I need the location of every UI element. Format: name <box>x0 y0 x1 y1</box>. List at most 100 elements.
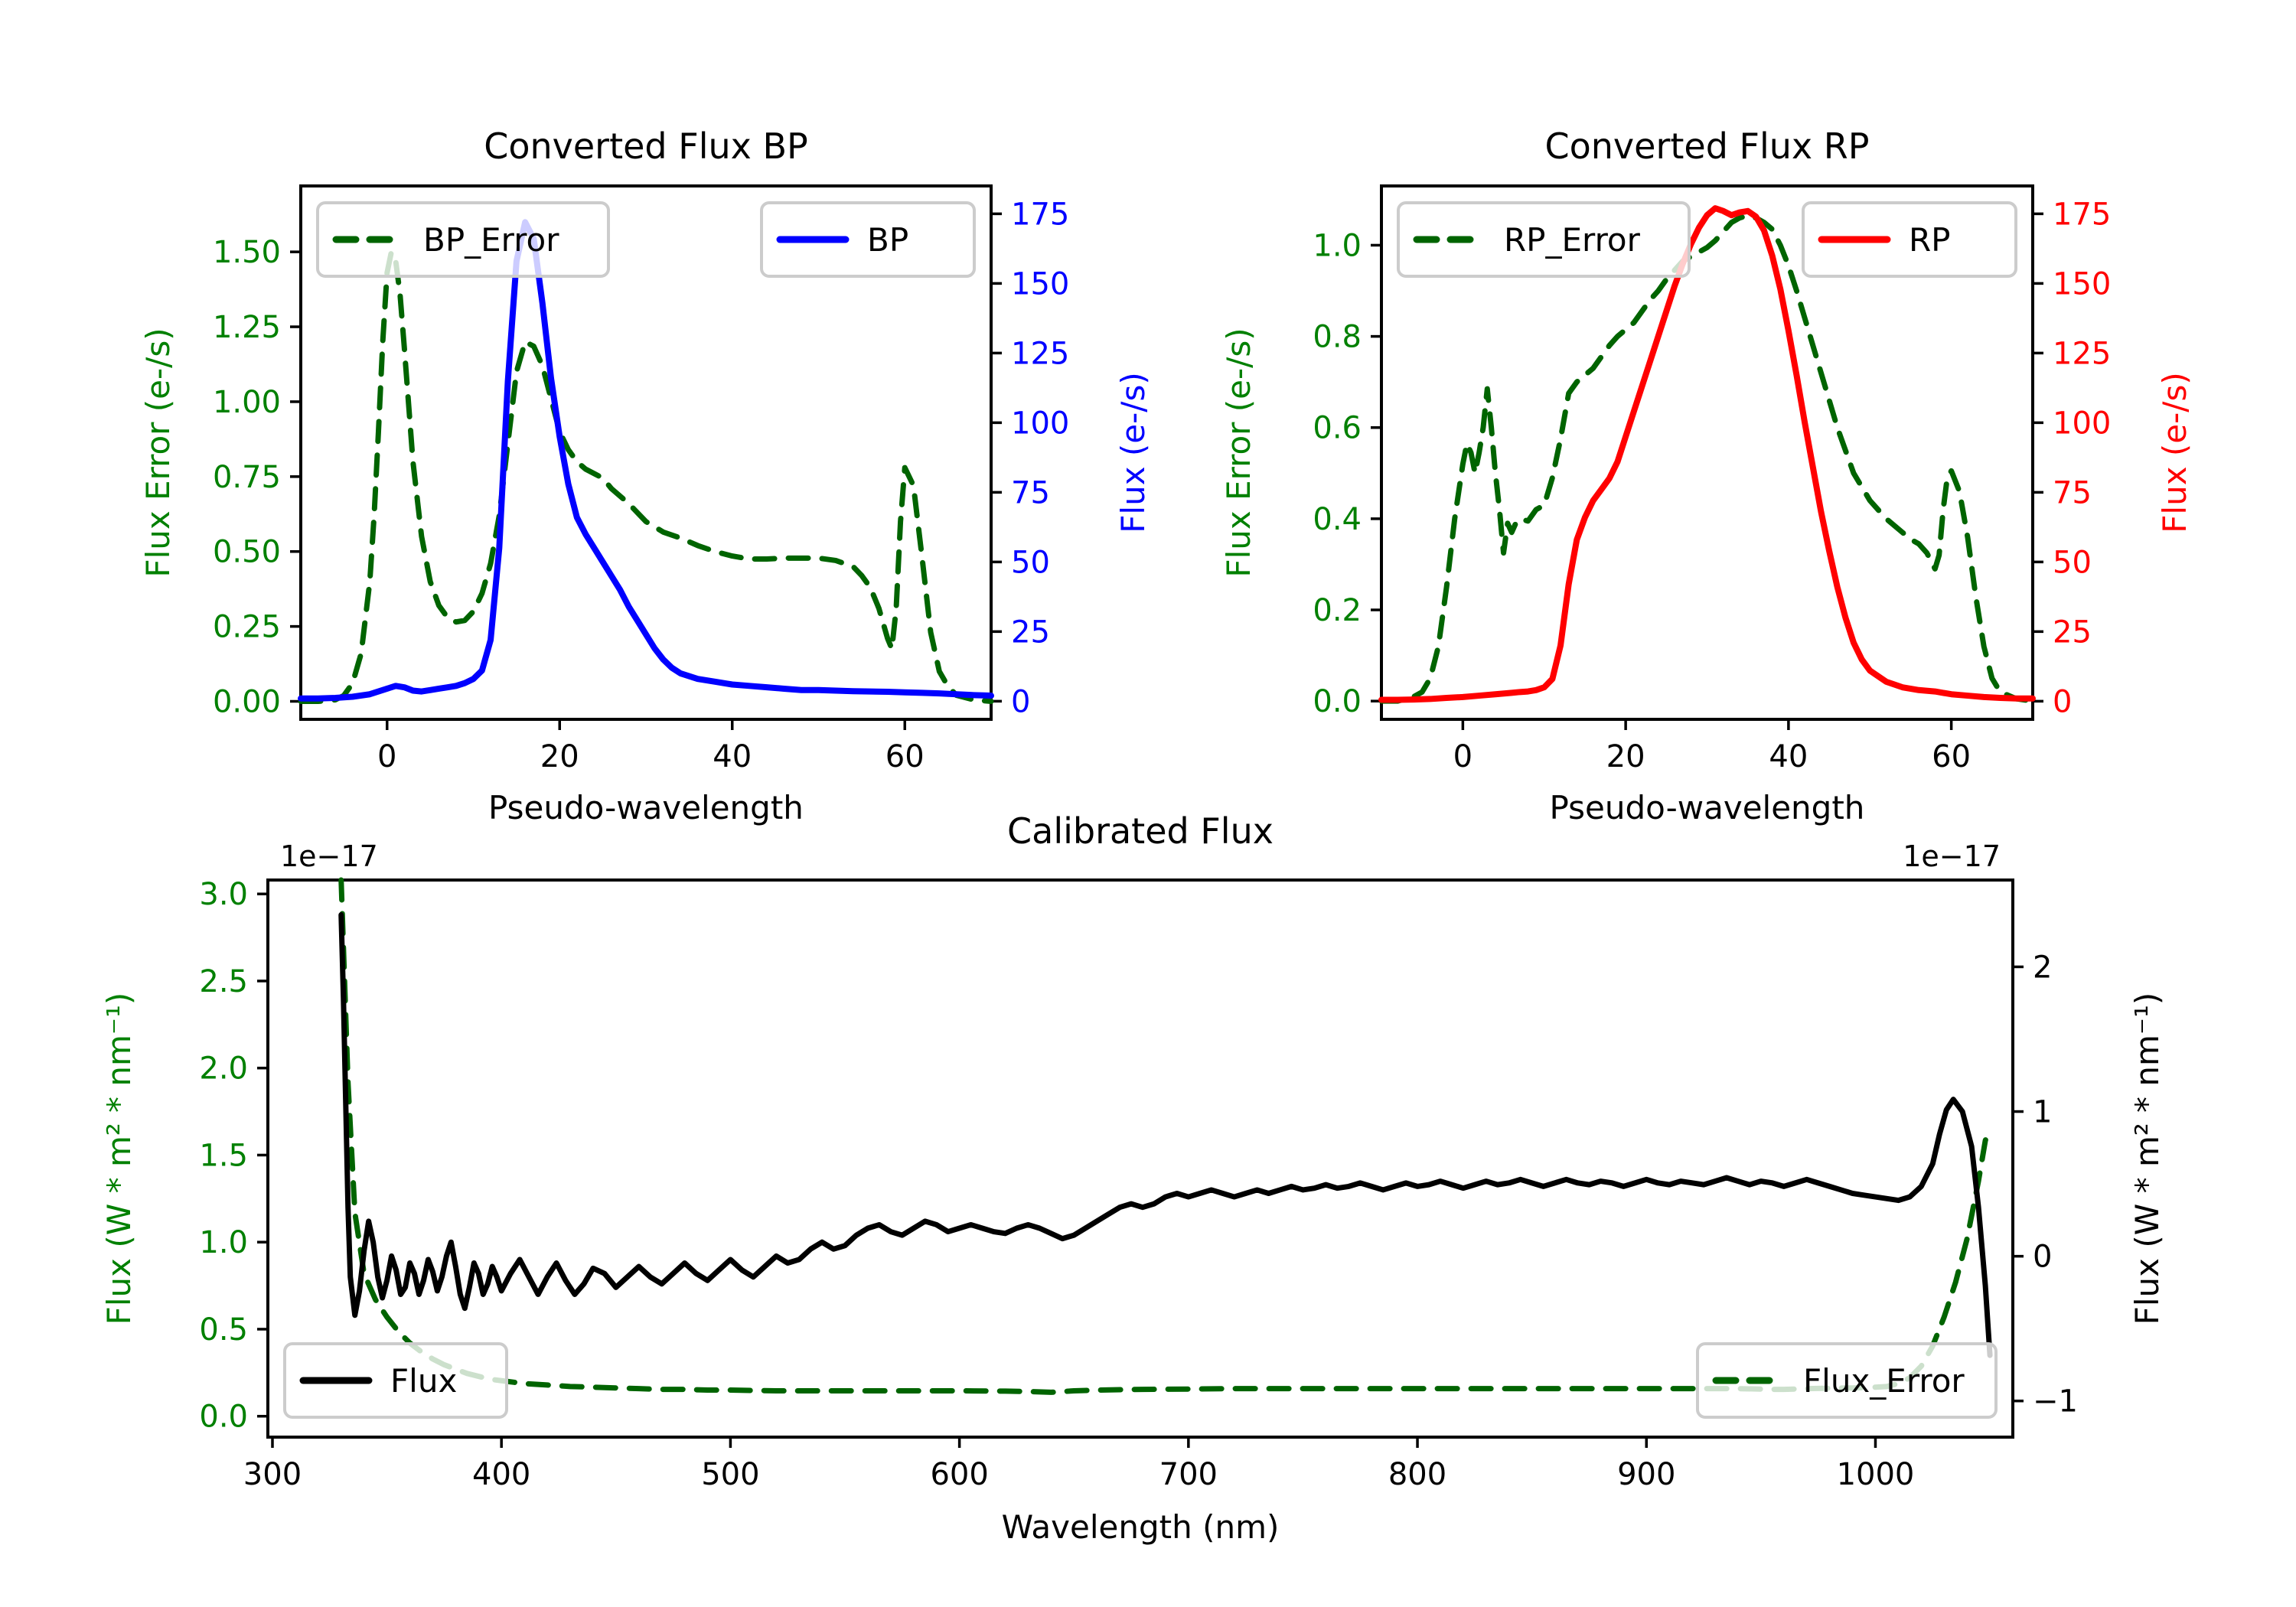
y-tick-label-left: 0.25 <box>213 610 281 645</box>
y-tick-label-left: 0.6 <box>1313 411 1362 446</box>
y-tick-label-left: 1.00 <box>213 385 281 420</box>
y-tick-label-right: 25 <box>1011 614 1050 650</box>
panel-converted-flux-bp: Converted Flux BP <box>484 125 808 167</box>
panel-calibrated-ticks: 300 400 500 600 700 800 900 1000 0.0 0.5 1.0 1.5 2.0… <box>100 877 2166 1546</box>
y-tick-label-right: 150 <box>1011 266 1069 302</box>
y-tick-label-left: 0.00 <box>213 685 281 720</box>
x-tick-label: 20 <box>540 739 579 774</box>
x-tick-label: 60 <box>1932 739 1971 774</box>
axes-frame <box>266 878 2014 1439</box>
y-tick-label-left: 1.5 <box>199 1138 248 1173</box>
panel-bp-legends: BP_Error BP <box>316 201 976 278</box>
x-tick-label: 60 <box>885 739 925 774</box>
panel-title-rp: Converted Flux RP <box>1545 125 1870 167</box>
panel-bp-curves <box>298 219 994 705</box>
panel-converted-flux-rp: Converted Flux RP <box>1545 125 1870 167</box>
y-tick-label-right: 75 <box>2053 475 2092 510</box>
y-tick-label-right: 50 <box>2053 545 2092 580</box>
y-tick-label-right: 75 <box>1011 475 1050 510</box>
x-axis-label-rp: Pseudo-wavelength <box>1550 789 1865 826</box>
y-tick-label-left: 2.5 <box>199 964 248 999</box>
legend-rp-error-label: RP_Error <box>1504 221 1641 259</box>
panel-bp-ticks: 0 20 40 60 0.00 0.25 0.50 0.75 1.00 1.25 1.50 0 25 50… <box>139 197 1152 826</box>
x-tick-label: 0 <box>377 739 396 774</box>
y-tick-label-left: 0.75 <box>213 460 281 495</box>
y-tick-label-left: 0.4 <box>1313 502 1362 537</box>
y-tick-label-left: 0.2 <box>1313 593 1362 628</box>
y-axis-label-left-bp: Flux Error (e-/s) <box>139 328 177 577</box>
y-tick-label-left: 1.0 <box>1313 228 1362 263</box>
y-axis-label-right-rp: Flux (e-/s) <box>2156 372 2193 533</box>
y-axis-label-right-calibrated: Flux (W * m² * nm⁻¹) <box>2128 993 2166 1325</box>
y-tick-label-right: −1 <box>2033 1384 2078 1420</box>
legend-flux-error-box[interactable] <box>1696 1342 1998 1419</box>
y-axis-label-right-bp: Flux (e-/s) <box>1114 372 1152 533</box>
series-rp-error <box>1378 213 2036 704</box>
y-tick-label-right: 0 <box>2053 684 2072 719</box>
legend-bp-box[interactable] <box>760 201 976 278</box>
legend-rp-label: RP <box>1909 221 1951 259</box>
x-tick-label: 700 <box>1159 1457 1218 1492</box>
legend-bp-error-box[interactable] <box>316 201 610 278</box>
axes-frame <box>1380 184 2034 721</box>
y-tick-label-left: 2.0 <box>199 1051 248 1087</box>
legend-flux-error-label: Flux_Error <box>1803 1362 1965 1400</box>
y-tick-label-right: 125 <box>2053 336 2111 371</box>
x-tick-label: 0 <box>1453 739 1473 774</box>
legend-rp-box[interactable] <box>1802 201 2017 278</box>
series-rp <box>1378 205 2036 703</box>
y-tick-label-right: 1 <box>2033 1095 2052 1130</box>
panel-rp-frame <box>1380 184 2034 721</box>
x-tick-label: 800 <box>1388 1457 1446 1492</box>
panel-calibrated-frame <box>266 878 2014 1439</box>
y-tick-label-right: 50 <box>1011 545 1050 580</box>
panel-title-bp: Converted Flux BP <box>484 125 808 167</box>
y-tick-label-left: 0.8 <box>1313 320 1362 355</box>
series-flux <box>338 912 1993 1358</box>
y-tick-label-right: 100 <box>2053 406 2111 441</box>
legend-rp-error-box[interactable] <box>1397 201 1691 278</box>
panel-rp-legends: RP_Error RP <box>1397 201 2017 278</box>
x-tick-label: 300 <box>243 1457 302 1492</box>
panel-title-calibrated: Calibrated Flux <box>1007 810 1274 852</box>
y-tick-label-right: 0 <box>2033 1240 2052 1275</box>
series-bp <box>298 219 994 702</box>
panel-calibrated-legends: Flux Flux_Error <box>283 1342 1998 1419</box>
x-tick-label: 500 <box>701 1457 759 1492</box>
x-tick-label: 40 <box>1769 739 1808 774</box>
x-tick-label: 400 <box>472 1457 530 1492</box>
y-tick-label-left: 1.0 <box>199 1225 248 1260</box>
x-tick-label: 1000 <box>1837 1457 1915 1492</box>
legend-flux-label: Flux <box>390 1362 457 1400</box>
x-axis-label-bp: Pseudo-wavelength <box>488 789 804 826</box>
x-tick-label: 20 <box>1606 739 1645 774</box>
y-tick-label-right: 25 <box>2053 614 2092 650</box>
y-tick-label-left: 1.25 <box>213 310 281 345</box>
y-tick-label-right: 2 <box>2033 950 2052 985</box>
y-tick-label-right: 0 <box>1011 684 1030 719</box>
panel-calibrated-flux: Calibrated Flux 1e−17 1e−17 <box>280 810 2001 873</box>
panel-bp-frame <box>299 184 993 721</box>
panel-rp-ticks: 0 20 40 60 0.0 0.2 0.4 0.6 0.8 1.0 0 25 50 75 100 125 15… <box>1220 197 2193 826</box>
legend-flux-box[interactable] <box>283 1342 508 1419</box>
legend-bp-label: BP <box>867 221 908 259</box>
y-tick-label-left: 3.0 <box>199 877 248 912</box>
y-tick-label-right: 175 <box>2053 197 2111 232</box>
x-tick-label: 40 <box>713 739 752 774</box>
x-tick-label: 600 <box>930 1457 988 1492</box>
y-tick-label-left: 0.0 <box>199 1400 248 1435</box>
y-tick-label-right: 125 <box>1011 336 1069 371</box>
y-tick-label-left: 0.50 <box>213 535 281 570</box>
y-axis-label-left-calibrated: Flux (W * m² * nm⁻¹) <box>100 993 138 1325</box>
y-tick-label-left: 1.50 <box>213 235 281 270</box>
axes-frame <box>299 184 993 721</box>
x-axis-label-calibrated: Wavelength (nm) <box>1002 1508 1280 1546</box>
legend-bp-error-label: BP_Error <box>423 221 559 259</box>
y-tick-label-left: 0.5 <box>199 1312 248 1348</box>
y-tick-label-left: 0.0 <box>1313 684 1362 719</box>
y-axis-label-left-rp: Flux Error (e-/s) <box>1220 328 1257 577</box>
y-tick-label-right: 100 <box>1011 406 1069 441</box>
exponent-label-left: 1e−17 <box>280 839 378 873</box>
